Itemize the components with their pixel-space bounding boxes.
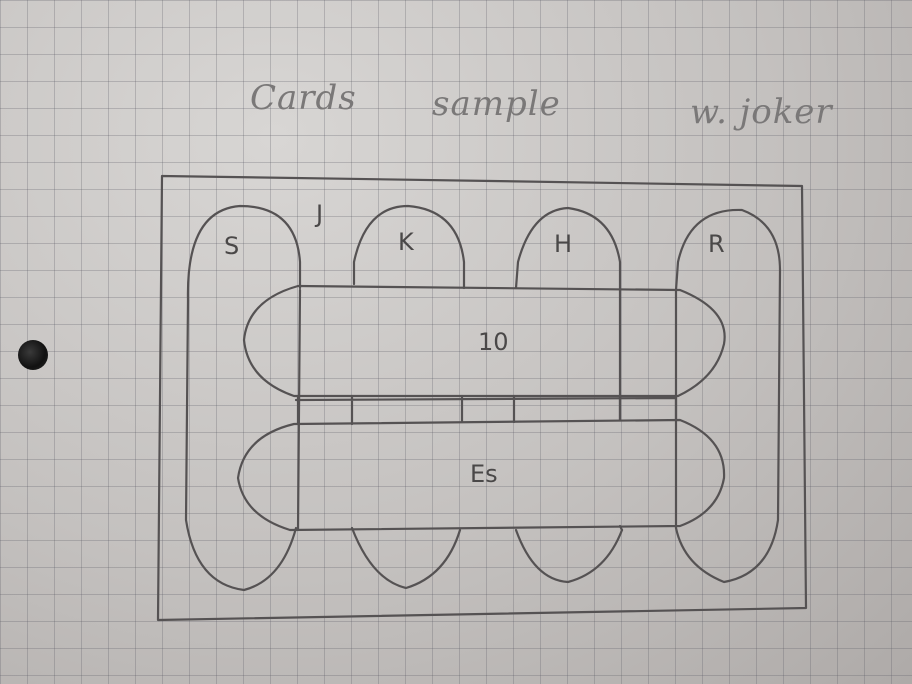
card-k-bottom <box>352 528 460 588</box>
band-label-10: 10 <box>478 328 509 356</box>
card-label-h: H <box>554 230 572 258</box>
card-r-outline <box>676 210 780 582</box>
column-lines <box>298 290 676 530</box>
band-label-es: Es <box>470 460 498 488</box>
card-label-r: R <box>708 230 725 258</box>
card-s-outline <box>186 206 300 590</box>
card-h-bottom <box>516 530 622 582</box>
corner-mark: J <box>314 200 323 228</box>
card-label-s: S <box>224 232 239 260</box>
card-label-k: K <box>398 228 415 256</box>
